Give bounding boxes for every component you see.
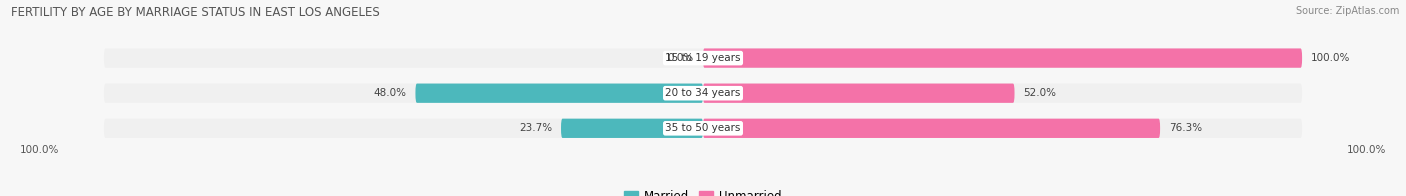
FancyBboxPatch shape bbox=[104, 83, 1302, 103]
FancyBboxPatch shape bbox=[415, 83, 703, 103]
Text: 76.3%: 76.3% bbox=[1168, 123, 1202, 133]
Text: 52.0%: 52.0% bbox=[1024, 88, 1056, 98]
Text: 35 to 50 years: 35 to 50 years bbox=[665, 123, 741, 133]
Text: 0.0%: 0.0% bbox=[668, 53, 695, 63]
FancyBboxPatch shape bbox=[104, 48, 1302, 68]
Text: Source: ZipAtlas.com: Source: ZipAtlas.com bbox=[1295, 6, 1399, 16]
Text: 48.0%: 48.0% bbox=[374, 88, 406, 98]
Text: 15 to 19 years: 15 to 19 years bbox=[665, 53, 741, 63]
Text: 100.0%: 100.0% bbox=[20, 145, 59, 155]
Text: 23.7%: 23.7% bbox=[519, 123, 553, 133]
FancyBboxPatch shape bbox=[104, 119, 1302, 138]
Text: 100.0%: 100.0% bbox=[1347, 145, 1386, 155]
Legend: Married, Unmarried: Married, Unmarried bbox=[620, 186, 786, 196]
FancyBboxPatch shape bbox=[703, 48, 1302, 68]
FancyBboxPatch shape bbox=[703, 119, 1160, 138]
Text: FERTILITY BY AGE BY MARRIAGE STATUS IN EAST LOS ANGELES: FERTILITY BY AGE BY MARRIAGE STATUS IN E… bbox=[11, 6, 380, 19]
FancyBboxPatch shape bbox=[703, 83, 1015, 103]
Text: 100.0%: 100.0% bbox=[1310, 53, 1350, 63]
FancyBboxPatch shape bbox=[561, 119, 703, 138]
Text: 20 to 34 years: 20 to 34 years bbox=[665, 88, 741, 98]
